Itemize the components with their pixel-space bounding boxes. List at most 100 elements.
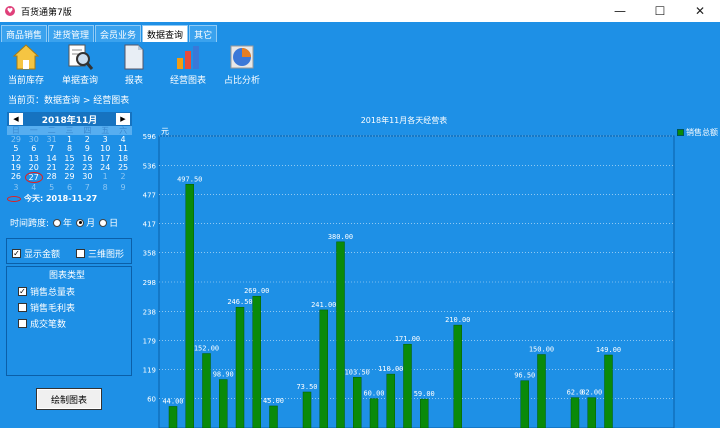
y-tick-label: 119	[143, 367, 156, 375]
calendar-day[interactable]: 3	[102, 135, 108, 145]
calendar-day[interactable]: 6	[66, 183, 73, 193]
minimize-button[interactable]: —	[614, 4, 626, 18]
calendar-day[interactable]: 21	[46, 162, 57, 172]
calendar-day[interactable]: 28	[46, 172, 57, 182]
bar	[587, 397, 596, 428]
calendar-day[interactable]: 11	[117, 144, 129, 154]
calendar-day[interactable]: 4	[120, 135, 126, 145]
calendar-day[interactable]: 30	[28, 135, 39, 145]
radio-year[interactable]	[53, 218, 62, 227]
bar-value-label: 210.00	[445, 316, 470, 324]
radio-month[interactable]	[76, 218, 85, 227]
calendar-day[interactable]: 9	[120, 183, 126, 193]
bar-value-label: 171.00	[395, 335, 420, 343]
close-button[interactable]: ✕	[694, 4, 706, 18]
sales-total-checkbox[interactable]: ✓ 销售总量表	[18, 287, 76, 298]
y-tick-label: 596	[143, 133, 157, 141]
bar-value-label: 110.00	[378, 365, 403, 373]
calendar-day[interactable]: 1	[66, 135, 73, 145]
maximize-button[interactable]: ☐	[654, 4, 666, 18]
tab-sales[interactable]: 商品销售	[1, 25, 48, 42]
bar-value-label: 246.50	[227, 298, 252, 306]
calendar-day[interactable]: 3	[13, 183, 19, 193]
bar	[403, 343, 412, 428]
calendar-day[interactable]: 30	[82, 172, 93, 182]
bar-value-label: 152.00	[194, 345, 219, 353]
bar-value-label: 59.00	[414, 390, 435, 398]
calendar-day[interactable]: 31	[46, 135, 57, 145]
tab-other[interactable]: 其它	[189, 25, 218, 42]
calendar-day[interactable]: 5	[13, 144, 19, 154]
bar	[302, 391, 312, 428]
bar	[202, 353, 211, 428]
calendar-day[interactable]: 19	[10, 162, 22, 172]
chart-area: 2018年11月各天经营表 销售总额 元 596 536 477 417 358 298 23…	[134, 110, 720, 428]
tab-member[interactable]: 会员业务	[95, 25, 142, 42]
calendar-day[interactable]: 5	[49, 183, 55, 193]
report-button[interactable]: 报表	[111, 42, 157, 88]
bar	[252, 295, 261, 428]
bar-value-label: 45.00	[263, 397, 284, 405]
window-controls: — ☐ ✕	[600, 0, 720, 22]
calendar-day[interactable]: 29	[10, 135, 22, 145]
chart-type-group	[6, 266, 132, 376]
transaction-count-checkbox[interactable]: 成交笔数	[18, 317, 66, 330]
calendar-day[interactable]: 10	[100, 144, 111, 154]
document-query-button[interactable]: 单据查询	[57, 42, 103, 88]
calendar-day[interactable]: 26	[10, 172, 22, 182]
bar	[336, 241, 345, 428]
bar-value-label: 269.00	[244, 287, 269, 295]
bar	[219, 379, 228, 428]
calendar-day[interactable]: 29	[64, 172, 75, 182]
calendar-day[interactable]: 8	[102, 183, 108, 193]
calendar-day[interactable]: 16	[82, 153, 93, 163]
tab-purchase[interactable]: 进货管理	[48, 25, 95, 42]
three-d-checkbox[interactable]: 三维图形	[76, 247, 124, 260]
prev-month-button[interactable]: ◀	[9, 113, 23, 125]
calendar-weekday: 日	[7, 126, 25, 136]
legend-entry: 销售总额	[686, 128, 718, 137]
calendar-day[interactable]: 6	[31, 144, 37, 154]
calendar-weekday: 五	[96, 126, 115, 136]
today-link[interactable]: 今天: 2018-11-27	[7, 193, 132, 204]
calendar-day[interactable]: 17	[100, 153, 111, 163]
calendar-day[interactable]: 25	[117, 162, 129, 172]
bar	[353, 377, 362, 428]
current-stock-button[interactable]: 当前库存	[3, 42, 49, 88]
title-bar: ♥ 百货通第7版 — ☐ ✕	[0, 0, 720, 22]
calendar-day[interactable]: 13	[28, 153, 39, 163]
calendar-day[interactable]: 15	[64, 153, 75, 163]
bar	[369, 398, 379, 428]
calendar-day[interactable]: 8	[66, 144, 73, 154]
menu-tabs: 商品销售 进货管理 会员业务 数据查询 其它	[0, 22, 720, 42]
calendar-day[interactable]: 20	[28, 162, 39, 172]
calendar-day[interactable]: 18	[117, 153, 129, 163]
chart-legend: 销售总额	[677, 127, 718, 138]
share-analysis-button[interactable]: 占比分析	[219, 42, 265, 88]
calendar-day[interactable]: 2	[84, 135, 90, 145]
calendar-day[interactable]: 23	[82, 162, 93, 172]
show-amount-checkbox[interactable]: ✓ 显示金额	[12, 249, 61, 260]
calendar-grid: 日一二三四五六 29 30 31 1 2 3 4 5 6 7 8 9 10 11 12 13 14 15 16 17 18…	[7, 126, 132, 192]
y-tick-label: 358	[143, 250, 156, 258]
calendar-day[interactable]: 9	[84, 144, 90, 154]
calendar-day[interactable]: 22	[64, 162, 75, 172]
next-month-button[interactable]: ▶	[115, 113, 130, 125]
gross-profit-checkbox[interactable]: 销售毛利表	[18, 301, 75, 314]
calendar-day[interactable]: 14	[46, 153, 57, 163]
bar	[168, 406, 178, 428]
calendar-day[interactable]: 12	[10, 153, 22, 163]
bar-value-label: 241.00	[311, 301, 336, 309]
draw-chart-button[interactable]: 绘制图表	[36, 388, 102, 410]
calendar-day[interactable]: 4	[31, 183, 37, 193]
business-chart-button[interactable]: 经营图表	[165, 42, 211, 88]
calendar-day[interactable]: 7	[84, 183, 90, 193]
chart-type-title: 图表类型	[48, 271, 85, 281]
calendar-day[interactable]: 1	[102, 172, 108, 182]
radio-day[interactable]	[99, 218, 108, 227]
calendar-day[interactable]: 24	[100, 162, 111, 172]
calendar-day[interactable]: 7	[49, 144, 55, 154]
calendar-day[interactable]: 2	[120, 172, 126, 182]
calendar-day[interactable]: 27	[24, 172, 43, 184]
tab-data-query[interactable]: 数据查询	[142, 25, 189, 42]
